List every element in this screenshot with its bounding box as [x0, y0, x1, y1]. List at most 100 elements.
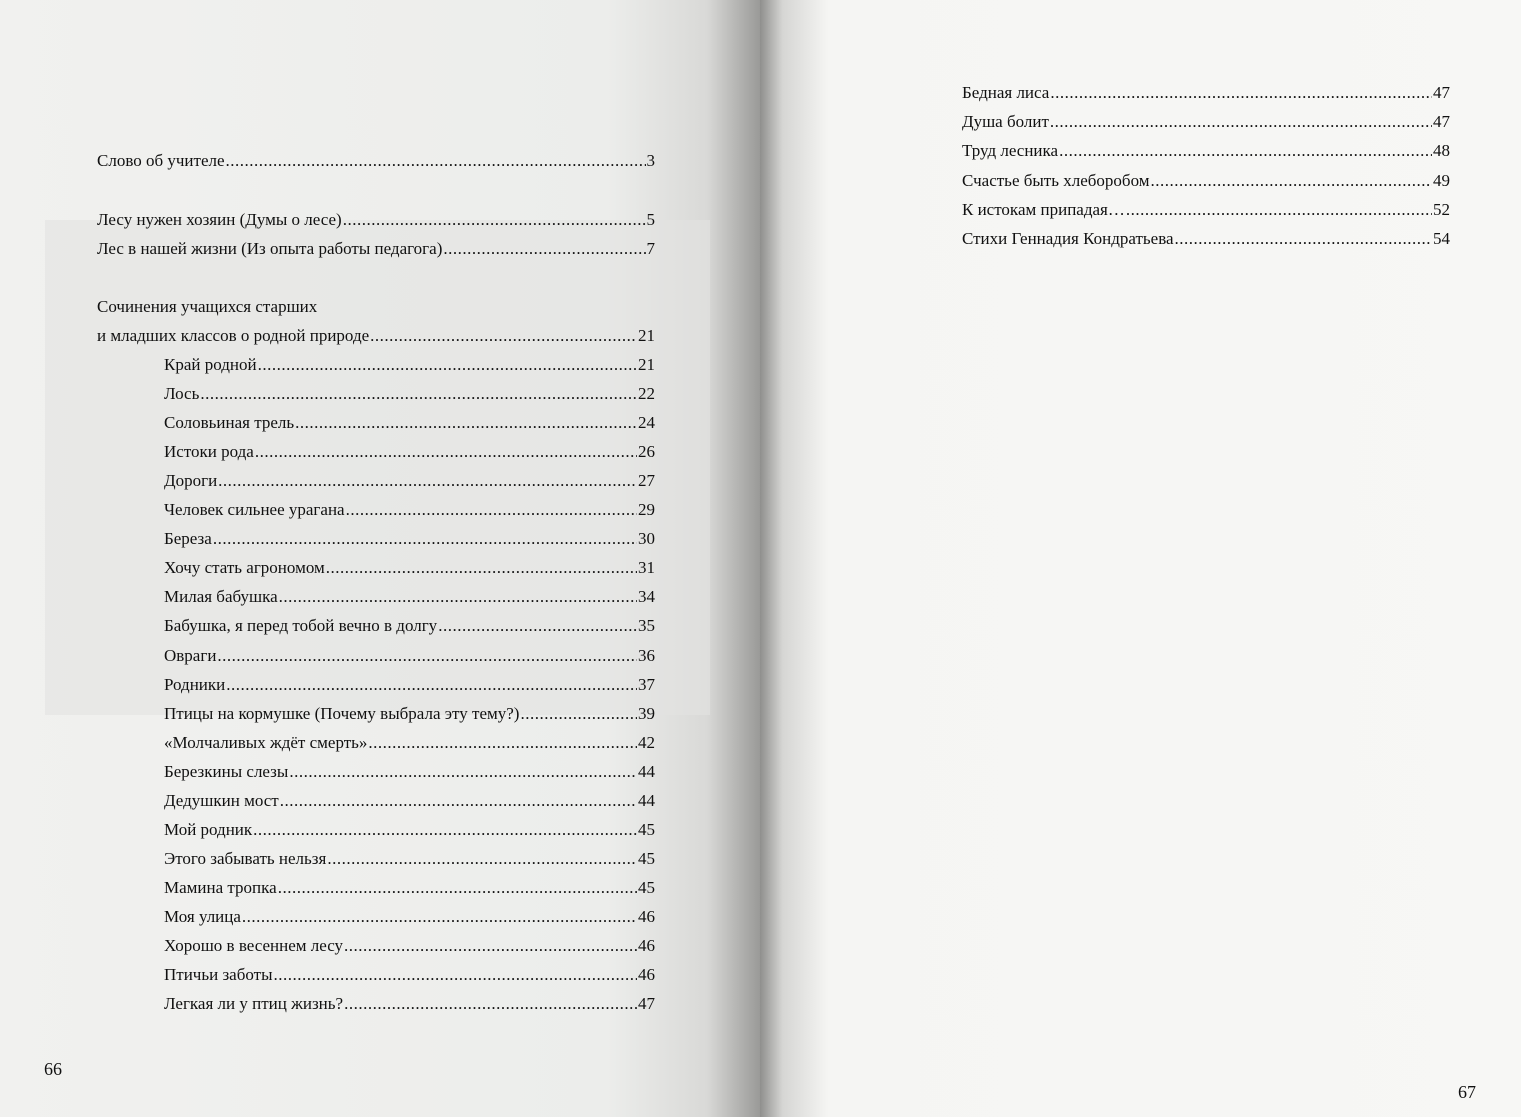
toc-entry: Мамина тропка 45 [164, 877, 655, 899]
toc-entry-title: Хочу стать агрономом [164, 558, 325, 578]
toc-entry: и младших классов о родной природе 21 [97, 325, 655, 347]
toc-entry-title: Слово об учителе [97, 151, 225, 170]
toc-entry: Человек сильнее урагана 29 [164, 499, 655, 521]
dot-leader [370, 325, 637, 347]
toc-entry: Березкины слезы 44 [164, 761, 655, 783]
toc-entry-page: 47 [1433, 83, 1450, 102]
toc-entry: Душа болит 47 [962, 111, 1450, 133]
right-page: Бедная лиса 47 Душа болит 47 Труд лесника 48 С… [760, 0, 1521, 1117]
dot-leader [520, 703, 637, 725]
toc-entry: Соловьиная трель 24 [164, 412, 655, 434]
dot-leader [1175, 228, 1432, 250]
toc-entry: Хорошо в весеннем лесу 46 [164, 935, 655, 957]
toc-entry: Птицы на кормушке (Почему выбрала эту те… [164, 703, 655, 725]
toc-entry: Хочу стать агрономом 31 [164, 557, 655, 579]
dot-leader [253, 819, 637, 841]
toc-entry: Лесу нужен хозяин (Думы о лесе) 5 [97, 209, 655, 231]
toc-entry-page: 52 [1433, 199, 1450, 219]
toc-entry: Этого забывать нельзя 45 [164, 848, 655, 870]
dot-leader [289, 761, 637, 783]
dot-leader [346, 499, 637, 521]
toc-entry-title: Моя улица [164, 906, 241, 926]
toc-entry-title: Край родной [164, 355, 257, 374]
dot-leader [1126, 199, 1432, 221]
toc-entry-page: 42 [638, 732, 655, 752]
dot-leader [278, 877, 637, 899]
toc-entry-page: 45 [638, 819, 655, 839]
dot-leader [218, 470, 637, 492]
toc-entry-title: К истокам припадая… [962, 199, 1125, 219]
toc-entry: Край родной 21 [164, 354, 655, 376]
toc-entry: К истокам припадая… 52 [962, 199, 1450, 221]
toc-entry-title: Береза [164, 529, 212, 549]
toc-entry-page: 30 [638, 529, 655, 549]
toc-entry-page: 36 [638, 645, 655, 665]
dot-leader [226, 674, 637, 696]
toc-entry: Лес в нашей жизни (Из опыта работы педаг… [97, 238, 655, 260]
toc-entry-page: 37 [638, 674, 655, 694]
toc-entry-page: 35 [638, 616, 655, 636]
toc-entry-page: 47 [638, 994, 655, 1014]
toc-entry: Бабушка, я перед тобой вечно в долгу 35 [164, 615, 655, 637]
toc-entry-title: Лесу нужен хозяин (Думы о лесе) [97, 210, 342, 229]
toc-entry-title: Милая бабушка [164, 587, 278, 607]
toc-entry-page: 3 [646, 151, 656, 170]
dot-leader [344, 993, 637, 1015]
toc-entry-page: 46 [638, 965, 655, 985]
toc-entry-page: 22 [638, 384, 655, 404]
toc-entry-title: Родники [164, 674, 226, 694]
toc-entry-page: 24 [638, 413, 655, 433]
toc-entry: Дороги 27 [164, 470, 655, 492]
dot-leader [200, 383, 637, 405]
toc-entry-title: Счастье быть хлеборобом [962, 170, 1150, 190]
toc-entry-title: Стихи Геннадия Кондратьева [962, 229, 1174, 248]
toc-entry-page: 44 [638, 790, 655, 810]
dot-leader [327, 848, 637, 870]
toc-entry: Береза 30 [164, 528, 655, 550]
toc-entry: Лось 22 [164, 383, 655, 405]
toc-entry: Моя улица 46 [164, 906, 655, 928]
toc-entry: Истоки рода 26 [164, 441, 655, 463]
toc-entry-page: 31 [638, 558, 655, 578]
dot-leader [274, 964, 638, 986]
toc-entry: Мой родник 45 [164, 819, 655, 841]
toc-entry: Родники 37 [164, 674, 655, 696]
toc-entry-page: 47 [1433, 112, 1450, 132]
dot-leader [326, 557, 637, 579]
dot-leader [217, 645, 637, 667]
toc-entry-title: Птичьи заботы [164, 965, 273, 985]
toc-entry-page: 46 [638, 936, 655, 955]
toc-entry: Стихи Геннадия Кондратьева 54 [962, 228, 1450, 250]
dot-leader [1151, 170, 1433, 192]
dot-leader [213, 528, 637, 550]
toc-entry-page: 27 [638, 471, 655, 491]
toc-entry: Птичьи заботы 46 [164, 964, 655, 986]
toc-entry-title: Овраги [164, 645, 217, 665]
toc-entry-page: 48 [1433, 141, 1450, 161]
toc-entry-page: 29 [638, 500, 655, 520]
toc-entry-page: 39 [638, 703, 655, 723]
dot-leader [443, 238, 645, 260]
toc-entry-page: 21 [638, 326, 655, 345]
toc-entry-title: Бабушка, я перед тобой вечно в долгу [164, 616, 438, 636]
page-number-right: 67 [1458, 1082, 1476, 1102]
page-number-left: 66 [44, 1059, 62, 1079]
dot-leader [295, 412, 637, 434]
toc-entry-page: 21 [638, 355, 655, 374]
dot-leader [258, 354, 637, 376]
toc-entry-title: Душа болит [962, 112, 1049, 132]
dot-leader [1050, 82, 1432, 104]
toc-entry-title: «Молчаливых ждёт смерть» [164, 732, 368, 752]
toc-entry-title: Птицы на кормушке (Почему выбрала эту те… [164, 703, 520, 723]
toc-entry: Счастье быть хлеборобом 49 [962, 170, 1450, 192]
dot-leader [1050, 111, 1432, 133]
toc-entry-title: Мамина тропка [164, 877, 277, 897]
toc-entry-title: Хорошо в весеннем лесу [164, 936, 344, 955]
left-page: Слово об учителе 3 Лесу нужен хозяин (Думы… [0, 0, 760, 1117]
toc-entry-page: 54 [1433, 229, 1450, 248]
bleed-through-image [45, 220, 710, 715]
toc-entry-title: Дороги [164, 471, 218, 491]
dot-leader [255, 441, 637, 463]
dot-leader [242, 906, 637, 928]
toc-entry-page: 34 [638, 587, 655, 607]
